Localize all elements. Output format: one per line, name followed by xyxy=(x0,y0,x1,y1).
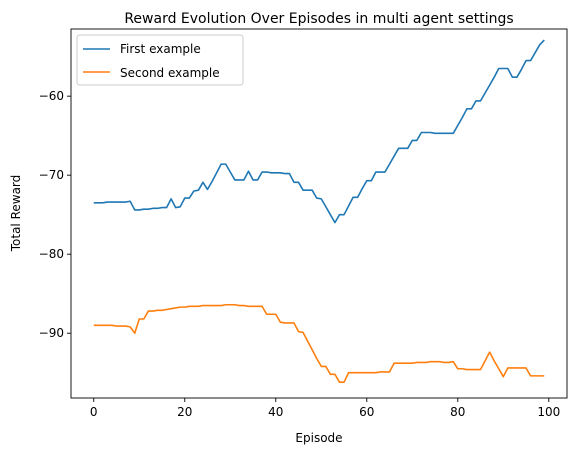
plot-frame xyxy=(70,28,568,399)
series-line-second-example xyxy=(93,303,545,384)
y-tick-label: −80 xyxy=(39,247,64,261)
x-axis-label: Episode xyxy=(295,431,342,445)
x-tick-label: 40 xyxy=(268,405,283,419)
x-tick-label: 0 xyxy=(90,405,98,419)
chart-title: Reward Evolution Over Episodes in multi … xyxy=(124,11,513,27)
plot-area xyxy=(71,29,567,398)
legend-label-first-example: First example xyxy=(120,42,201,56)
legend-label-second-example: Second example xyxy=(120,66,220,80)
legend-box xyxy=(76,34,244,86)
x-tick-label: 80 xyxy=(450,405,465,419)
y-axis-label: Total Reward xyxy=(9,175,23,253)
legend: First example Second example xyxy=(76,34,244,86)
y-axis: −90 −80 −70 −60 xyxy=(39,89,71,340)
series-line-first-example xyxy=(93,39,545,224)
x-axis: 0 20 40 60 80 100 xyxy=(90,398,560,419)
series-layer xyxy=(93,39,545,384)
x-tick-label: 20 xyxy=(177,405,192,419)
y-tick-label: −90 xyxy=(39,326,64,340)
y-tick-label: −60 xyxy=(39,89,64,103)
y-tick-label: −70 xyxy=(39,168,64,182)
x-tick-label: 100 xyxy=(537,405,560,419)
x-tick-label: 60 xyxy=(359,405,374,419)
